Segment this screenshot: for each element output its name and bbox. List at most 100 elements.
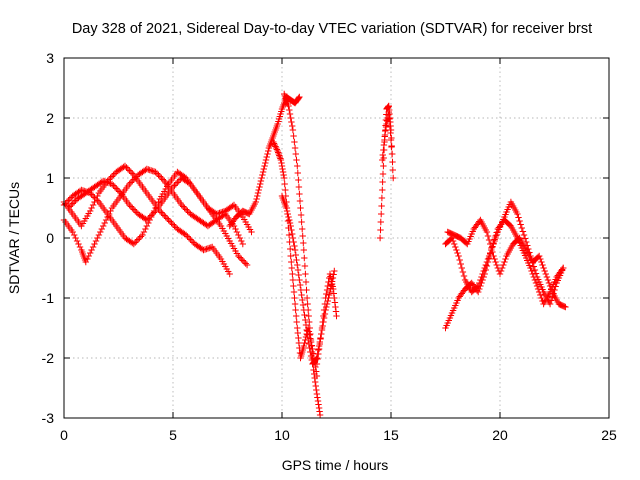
data-point (389, 166, 396, 174)
data-point (539, 261, 546, 269)
data-point (499, 264, 506, 272)
data-point (492, 234, 499, 242)
data-point (387, 136, 395, 144)
data-point (449, 237, 457, 245)
data-point (66, 203, 73, 210)
data-point (134, 236, 142, 243)
data-point (313, 386, 320, 394)
data-point (291, 300, 299, 308)
data-point (65, 204, 72, 212)
data-point (456, 256, 463, 264)
data-point (390, 174, 397, 182)
data-point (88, 204, 95, 212)
data-point (483, 258, 491, 266)
data-point (303, 294, 311, 302)
data-point (288, 258, 295, 266)
data-point (257, 177, 265, 185)
data-point (107, 174, 114, 182)
data-point (479, 270, 486, 278)
data-point (533, 282, 541, 290)
data-point (291, 144, 299, 152)
data-point (276, 153, 283, 161)
data-point (321, 300, 329, 308)
y-tick-label: -3 (42, 410, 55, 426)
data-point (541, 267, 548, 275)
data-point (473, 283, 481, 291)
data-point (538, 294, 545, 302)
data-point (300, 306, 307, 314)
data-point (253, 195, 260, 203)
data-point (69, 200, 76, 207)
data-point (279, 168, 287, 176)
data-point (536, 252, 543, 260)
x-tick-label: 20 (492, 427, 508, 443)
data-point (169, 183, 177, 191)
data-point (142, 225, 149, 233)
chart-title: Day 328 of 2021, Sidereal Day-to-day VTE… (72, 21, 592, 37)
data-point (296, 93, 303, 101)
data-point (293, 256, 300, 264)
data-point (320, 306, 328, 314)
data-point (548, 297, 555, 304)
data-point (236, 254, 244, 261)
data-point (315, 345, 323, 353)
data-point (145, 215, 152, 222)
data-point (126, 201, 133, 209)
data-point (184, 207, 191, 215)
data-point (75, 240, 82, 248)
data-point (181, 204, 188, 212)
data-point (287, 222, 294, 230)
data-point (493, 261, 500, 269)
data-point (294, 266, 302, 274)
data-point (502, 255, 509, 263)
data-point (175, 177, 182, 185)
data-point (299, 225, 306, 233)
data-point (293, 312, 300, 320)
grid (64, 58, 609, 418)
data-point (178, 201, 185, 209)
data-point (261, 162, 268, 170)
data-point (258, 174, 265, 182)
data-point (496, 270, 504, 278)
data-point (262, 159, 269, 167)
data-point (238, 255, 245, 263)
data-point (68, 201, 75, 209)
data-point (149, 210, 156, 218)
data-point (385, 108, 392, 116)
data-point (129, 170, 136, 177)
data-point (126, 180, 133, 188)
series-arc-2 (60, 165, 246, 266)
data-point (143, 216, 150, 224)
data-point (101, 219, 108, 227)
x-axis-label: GPS time / hours (282, 457, 389, 473)
data-point (293, 156, 300, 164)
data-point (475, 282, 482, 290)
data-point (289, 276, 297, 284)
data-point (548, 285, 555, 293)
data-point (291, 242, 298, 250)
data-point (382, 123, 390, 131)
data-point (453, 246, 460, 254)
data-point (124, 165, 132, 173)
data-point (289, 230, 296, 238)
data-point (298, 218, 305, 226)
data-point (159, 210, 166, 218)
axis-ticks: 0 5 10 15 20 25 -3 -2 -1 0 1 2 3 (42, 50, 617, 443)
data-point (516, 217, 523, 225)
data-point (493, 231, 500, 239)
data-point (89, 192, 97, 200)
data-point (127, 203, 135, 210)
data-point (305, 340, 313, 348)
data-point (159, 176, 166, 183)
data-point (63, 198, 71, 206)
data-point (562, 303, 569, 311)
data-point (454, 249, 461, 257)
data-point (291, 138, 298, 146)
data-point (123, 164, 130, 171)
data-point (130, 176, 137, 183)
data-point (76, 243, 84, 251)
data-point (289, 234, 297, 242)
data-point (315, 350, 322, 358)
data-point (143, 222, 150, 230)
data-point (455, 252, 462, 260)
